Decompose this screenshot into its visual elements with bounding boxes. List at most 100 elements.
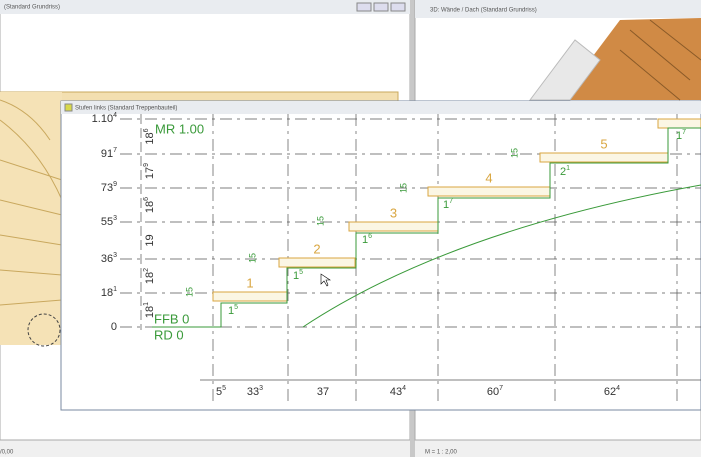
plan-circle <box>27 313 61 347</box>
dim-label-main: 43 <box>390 386 402 398</box>
depth-mark-sup: 5 <box>234 304 238 311</box>
cursor <box>320 273 331 287</box>
close-button[interactable] <box>390 2 406 12</box>
depth-mark: 16 <box>362 233 372 246</box>
dim-label: 333 <box>247 385 263 398</box>
dim-label: 624 <box>604 385 620 398</box>
stair-title: Stufen links (Standard Treppenbauteil) <box>75 106 177 112</box>
dim-label-sup: 4 <box>402 385 406 392</box>
dim-label-main: 37 <box>317 386 329 398</box>
riser-label: 182 <box>143 268 156 284</box>
dim-label-main: 33 <box>247 386 259 398</box>
stair-titlebar <box>61 101 701 114</box>
level-label: 181 <box>101 286 117 299</box>
depth-mark: 15 <box>293 269 303 282</box>
tread <box>348 221 439 232</box>
depth-mark-sup: 5 <box>299 269 303 276</box>
height-mark: 15 <box>315 216 325 226</box>
level-label: 363 <box>101 252 117 265</box>
step-number: 1 <box>246 275 253 290</box>
level-label: 739 <box>101 181 117 194</box>
riser-label: 19 <box>144 234 156 246</box>
riser-label-sup: 2 <box>143 268 150 272</box>
depth-mark-sup: 7 <box>449 198 453 205</box>
level-label-sup: 9 <box>113 181 117 188</box>
tread <box>539 152 669 163</box>
riser-label: 179 <box>143 163 156 179</box>
depth-mark: 17 <box>443 198 453 211</box>
riser-label-sup: 6 <box>143 128 150 132</box>
depth-mark-main: 1 <box>228 305 234 317</box>
depth-mark-main: 1 <box>443 199 449 211</box>
step-number: 2 <box>313 241 320 256</box>
dim-label-main: 5 <box>216 386 222 398</box>
step-number: 5 <box>600 136 607 151</box>
riser-label-main: 18 <box>144 272 156 284</box>
plan-lines <box>0 99 63 306</box>
dim-label-sup: 5 <box>222 385 226 392</box>
dim-label-main: 60 <box>487 386 499 398</box>
view3d-title: 3D: Wände / Dach (Standard Grundriss) <box>430 8 537 14</box>
depth-mark-sup: 1 <box>566 165 570 172</box>
level-label-main: 0 <box>111 321 117 333</box>
dim-label: 434 <box>390 385 406 398</box>
depth-mark-main: 1 <box>362 234 368 246</box>
depth-mark-sup: 6 <box>368 233 372 240</box>
riser-label-main: 18 <box>144 201 156 213</box>
tread <box>657 118 701 129</box>
dim-label-sup: 3 <box>259 385 263 392</box>
wall-render <box>529 39 601 101</box>
level-label-main: 73 <box>101 182 113 194</box>
riser-label-sup: 1 <box>143 302 150 306</box>
level-label: 917 <box>101 147 117 160</box>
status-scale: M = 1 : 2,00 <box>425 450 458 456</box>
riser-label-main: 18 <box>144 132 156 144</box>
level-label-main: 1.10 <box>92 113 113 125</box>
plan-title: (Standard Grundriss) <box>4 5 60 11</box>
riser-label-sup: 9 <box>143 163 150 167</box>
maximize-button[interactable] <box>373 2 389 12</box>
plan-stair <box>0 92 62 345</box>
window-icon <box>64 103 73 112</box>
height-mark: 15 <box>509 148 519 158</box>
level-label: 553 <box>101 215 117 228</box>
dim-label: 55 <box>216 385 226 398</box>
dim-label-main: 62 <box>604 386 616 398</box>
height-mark: 15 <box>398 183 408 193</box>
stair-soffit <box>302 184 701 328</box>
dim-label: 607 <box>487 385 503 398</box>
level-label: 0 <box>111 321 117 333</box>
stair-profile <box>152 127 701 328</box>
status-left: /0,00 <box>0 450 14 456</box>
depth-mark-main: 1 <box>676 130 682 142</box>
level-label: 1.104 <box>92 112 117 125</box>
dim-label-sup: 4 <box>616 385 620 392</box>
height-mark: 15 <box>247 253 257 263</box>
level-label-main: 55 <box>101 216 113 228</box>
plan-titlebar <box>0 0 410 14</box>
dim-label: 37 <box>317 386 329 398</box>
step-number: 3 <box>390 205 397 220</box>
level-label-sup: 3 <box>113 215 117 222</box>
level-label-sup: 7 <box>113 147 117 154</box>
tread <box>278 257 356 268</box>
riser-label: 181 <box>143 302 156 318</box>
riser-label-main: 19 <box>144 234 156 246</box>
level-label-sup: 3 <box>113 252 117 259</box>
view3d-titlebar <box>415 0 701 18</box>
minimize-button[interactable] <box>356 2 372 12</box>
depth-mark: 15 <box>228 304 238 317</box>
level-label-sup: 1 <box>113 286 117 293</box>
riser-label: 186 <box>143 128 156 144</box>
level-label-main: 91 <box>101 148 113 160</box>
riser-label-main: 18 <box>144 306 156 318</box>
height-mark: 15 <box>184 287 194 297</box>
mr-label: MR 1.00 <box>155 121 204 136</box>
riser-label-sup: 6 <box>143 197 150 201</box>
ffb-label: FFB 0 <box>154 311 189 326</box>
drawing: 1.10491773955336318101861791861918218112… <box>92 112 701 405</box>
depth-mark: 17 <box>676 129 686 142</box>
depth-mark-main: 2 <box>560 166 566 178</box>
depth-mark-main: 1 <box>293 270 299 282</box>
riser-label: 186 <box>143 197 156 213</box>
